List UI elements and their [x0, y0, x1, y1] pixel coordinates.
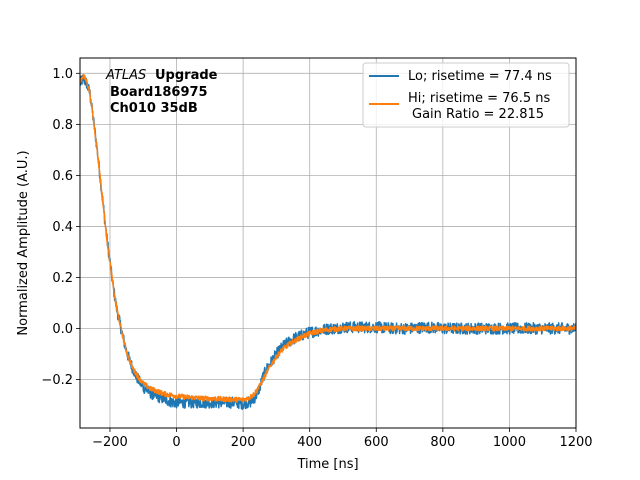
x-tick-label: 200	[231, 435, 256, 450]
x-tick-label: 1000	[493, 435, 526, 450]
annotation-bold: Upgrade	[155, 68, 218, 83]
y-tick-label: 0.8	[52, 118, 73, 133]
series-line-hi	[80, 73, 576, 403]
x-tick-label: 0	[172, 435, 180, 450]
y-tick-label: 0.6	[52, 169, 73, 184]
series-group	[80, 73, 576, 411]
x-axis-label: Time [ns]	[296, 457, 358, 472]
x-axis-ticks: −200 0 200 400 600 800 1000 1200	[92, 428, 593, 450]
y-axis-ticks: −0.2 0.0 0.2 0.4 0.6 0.8 1.0	[41, 67, 80, 388]
y-tick-label: 0.0	[52, 322, 73, 337]
legend-label-hi: Hi; risetime = 76.5 ns	[408, 91, 550, 106]
y-tick-label: 0.4	[52, 220, 73, 235]
legend-label-lo: Lo; risetime = 77.4 ns	[408, 69, 552, 84]
plot-frame	[79, 57, 577, 429]
annotation-italic: ATLAS	[105, 68, 146, 83]
x-tick-label: 400	[297, 435, 322, 450]
series-line-lo	[80, 74, 576, 411]
y-tick-label: 1.0	[52, 67, 73, 82]
x-tick-label: 800	[430, 435, 455, 450]
x-tick-label: 600	[364, 435, 389, 450]
y-axis-label: Normalized Amplitude (A.U.)	[16, 150, 31, 335]
x-tick-label: 1200	[559, 435, 592, 450]
legend: Lo; risetime = 77.4 ns Hi; risetime = 76…	[362, 62, 570, 128]
legend-box	[362, 62, 570, 128]
annotation-line2: Board186975	[110, 85, 208, 100]
annotation: ATLAS Upgrade Board186975 Ch010 35dB	[105, 68, 218, 116]
y-tick-label: 0.2	[52, 271, 73, 286]
annotation-line3: Ch010 35dB	[110, 101, 198, 116]
x-tick-label: −200	[92, 435, 128, 450]
legend-label-gain-ratio: Gain Ratio = 22.815	[412, 107, 544, 122]
y-tick-label: −0.2	[41, 373, 73, 388]
